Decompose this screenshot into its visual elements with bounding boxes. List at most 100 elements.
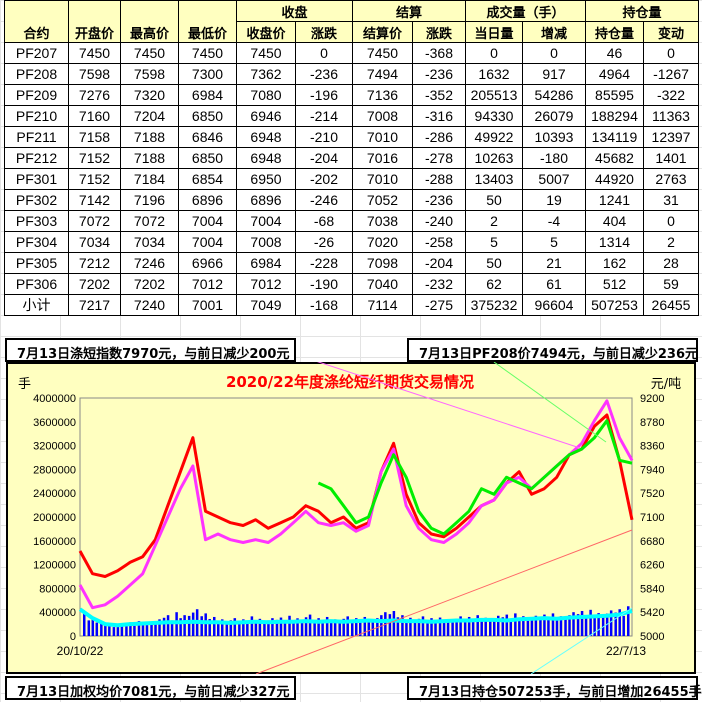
series-line-3: [78, 607, 633, 628]
table-cell: 188294: [585, 105, 644, 127]
volume-bar: [551, 613, 555, 636]
volume-bar: [480, 620, 483, 636]
table-cell: 5: [465, 231, 523, 253]
table-cell: 7450: [178, 42, 237, 64]
table-row: PF301 7152 7184 6854 6950 -202 7010 -288 13403 50…: [4, 168, 699, 190]
table-cell: 7080: [236, 84, 296, 106]
volume-bar: [292, 620, 295, 636]
volume-bar: [564, 618, 567, 636]
group-header: 收盘: [236, 0, 353, 22]
table-cell: 12397: [643, 126, 699, 148]
volume-bar: [233, 618, 237, 636]
table-cell: 7072: [68, 210, 121, 232]
column-header: 变动: [643, 21, 699, 43]
volume-bar: [250, 616, 254, 636]
volume-bar: [396, 617, 400, 636]
table-row: PF303 7072 7072 7004 7004 -68 7038 -240 2 -4 404 0: [4, 210, 699, 232]
volume-bar: [217, 621, 220, 636]
right-tick-label: 7520: [640, 488, 664, 500]
volume-bar: [125, 624, 128, 636]
left-tick-label: 2400000: [33, 488, 76, 500]
table-cell: 49922: [465, 126, 523, 148]
volume-bar: [308, 614, 312, 636]
table-cell: 7001: [178, 294, 237, 316]
table-cell: 0: [643, 42, 699, 64]
volume-bar: [333, 619, 337, 636]
volume-bar: [325, 616, 329, 636]
volume-bar: [213, 616, 216, 636]
volume-bar: [593, 616, 596, 636]
column-header: 当日量: [465, 21, 523, 43]
volume-bar: [493, 618, 496, 636]
table-cell: 134119: [585, 126, 644, 148]
left-tick-label: 3600000: [33, 417, 76, 429]
volume-bar: [392, 611, 396, 636]
volume-bar: [120, 624, 124, 636]
table-cell: 0: [522, 42, 586, 64]
table-cell: -228: [295, 252, 353, 274]
volume-bar: [597, 613, 600, 636]
table-row: PF208 7598 7598 7300 7362 -236 7494 -236 1632 917…: [4, 63, 699, 85]
column-header: 收盘价: [236, 21, 296, 43]
table-cell: 46: [585, 42, 644, 64]
table-cell: -1267: [643, 63, 699, 85]
x-start-label: 20/10/22: [57, 644, 104, 658]
volume-bar: [409, 617, 412, 636]
right-tick-label: 9200: [640, 393, 664, 405]
volume-bar: [451, 621, 454, 636]
table-cell: 7136: [352, 84, 413, 106]
table-cell: -210: [295, 126, 353, 148]
table-cell: 6948: [236, 126, 296, 148]
volume-bar: [622, 615, 625, 636]
table-cell: -288: [412, 168, 466, 190]
table-row: PF304 7034 7034 7004 7008 -26 7020 -258 5 5 1314 2: [4, 231, 699, 253]
table-row: PF306 7202 7202 7012 7012 -190 7040 -232 62 61 512…: [4, 273, 699, 295]
table-cell: 21: [522, 252, 586, 274]
table-cell: 7202: [120, 273, 179, 295]
volume-bar: [430, 618, 433, 636]
right-tick-label: 8780: [640, 417, 664, 429]
volume-bar: [313, 620, 316, 636]
volume-bar: [388, 614, 392, 636]
table-cell: 7152: [68, 147, 121, 169]
table-cell: -236: [412, 189, 466, 211]
x-end-label: 22/7/13: [606, 644, 646, 658]
table-cell: -316: [412, 105, 466, 127]
column-header: 开盘价: [68, 0, 121, 43]
left-tick-label: 1200000: [33, 560, 76, 572]
table-cell: 7008: [236, 231, 296, 253]
table-cell: 62: [465, 273, 523, 295]
table-row: PF207 7450 7450 7450 7450 0 7450 -368 0 0 46 0: [4, 42, 699, 64]
series-line-2: [317, 419, 633, 536]
table-cell: 375232: [465, 294, 523, 316]
note-index: 7月13日涤短指数7970元，与前日减少200元: [5, 338, 296, 362]
table-cell: 7450: [236, 42, 296, 64]
table-cell: 1632: [465, 63, 523, 85]
table-cell: -240: [412, 210, 466, 232]
table-cell: 26455: [643, 294, 699, 316]
volume-bar: [505, 614, 509, 636]
table-cell: 7204: [120, 105, 179, 127]
table-cell: -180: [522, 147, 586, 169]
right-tick-label: 6260: [640, 560, 664, 572]
table-cell: 7072: [120, 210, 179, 232]
volume-bar: [166, 615, 170, 636]
table-row: PF302 7142 7196 6896 6896 -246 7052 -236 50 19 124…: [4, 189, 699, 211]
table-cell: -286: [412, 126, 466, 148]
column-header: 合约: [4, 0, 69, 43]
volume-bar: [367, 621, 371, 636]
left-tick-label: 400000: [39, 607, 76, 619]
table-cell: 10263: [465, 147, 523, 169]
volume-bar: [576, 614, 580, 636]
table-cell: PF302: [4, 189, 69, 211]
left-tick-label: 800000: [39, 583, 76, 595]
table-cell: PF207: [4, 42, 69, 64]
volume-bar: [116, 625, 120, 636]
column-header: 增减: [522, 21, 586, 43]
volume-bar: [351, 620, 354, 636]
table-cell: PF303: [4, 210, 69, 232]
table-cell: 96604: [522, 294, 586, 316]
leader-line: [255, 529, 633, 674]
right-tick-label: 8360: [640, 441, 664, 453]
volume-bar: [627, 606, 630, 636]
